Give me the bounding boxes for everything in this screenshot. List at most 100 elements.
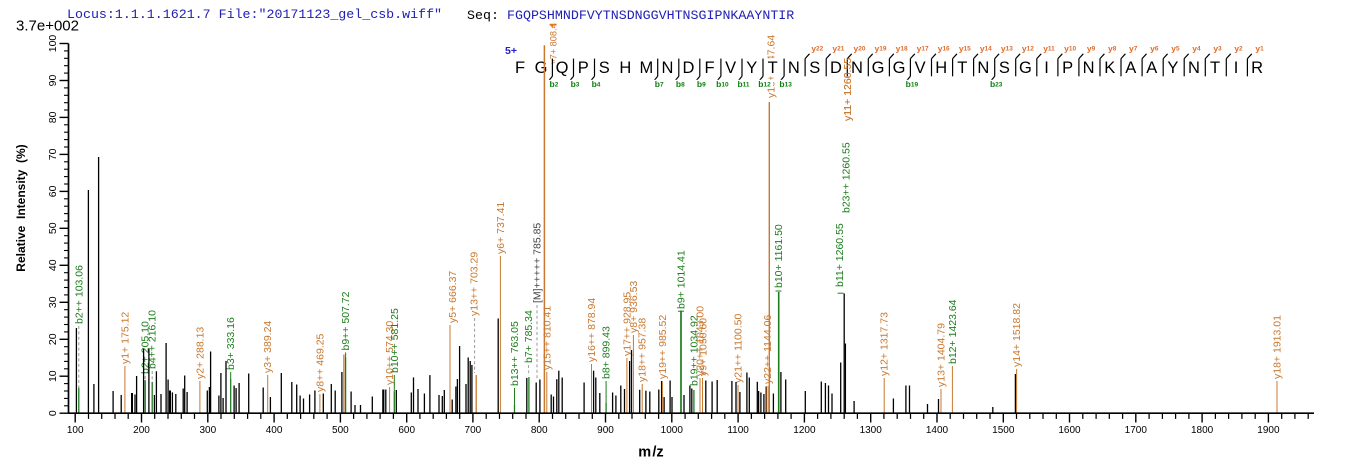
svg-text:b10+ 1161.50: b10+ 1161.50	[773, 224, 785, 288]
svg-text:N: N	[977, 59, 989, 77]
svg-text:1800: 1800	[1191, 425, 1214, 436]
svg-text:b4: b4	[592, 79, 601, 89]
svg-text:400: 400	[266, 425, 283, 436]
svg-text:b19++ 1034.92: b19++ 1034.92	[689, 315, 701, 386]
svg-text:y13++ 703.29: y13++ 703.29	[468, 252, 480, 316]
svg-text:y14+ 1518.82: y14+ 1518.82	[1011, 303, 1023, 367]
svg-text:F: F	[704, 59, 714, 77]
svg-text:40: 40	[47, 259, 59, 271]
svg-text:y19: y19	[875, 44, 887, 54]
svg-text:FGQPSHMNDFVYTNSDNGGVHTNSGIPNKA: FGQPSHMNDFVYTNSDNGGVHTNSGIPNKAAYNTIR	[507, 8, 794, 23]
svg-text:T: T	[768, 59, 778, 77]
svg-text:y13+ 1404.79: y13+ 1404.79	[936, 323, 948, 387]
svg-text:G: G	[893, 59, 906, 77]
svg-text:N: N	[1083, 59, 1095, 77]
svg-text:y3: y3	[1213, 44, 1222, 54]
svg-text:b9+ 1014.41: b9+ 1014.41	[676, 250, 688, 309]
svg-text:G: G	[1019, 59, 1032, 77]
svg-text:b3+ 333.16: b3+ 333.16	[225, 317, 237, 370]
svg-text:y22: y22	[811, 44, 823, 54]
svg-text:800: 800	[531, 425, 548, 436]
svg-text:y9: y9	[1087, 44, 1096, 54]
svg-text:N: N	[788, 59, 800, 77]
svg-text:y18: y18	[896, 44, 908, 54]
svg-text:y12+ 1317.73: y12+ 1317.73	[879, 312, 891, 376]
svg-text:100: 100	[47, 35, 59, 53]
svg-text:y1: y1	[1255, 44, 1264, 54]
svg-text:1900: 1900	[1257, 425, 1280, 436]
svg-text:P: P	[578, 59, 589, 77]
svg-text:1000: 1000	[661, 425, 684, 436]
svg-text:H: H	[619, 59, 631, 77]
svg-text:y14: y14	[980, 44, 992, 54]
svg-text:y15: y15	[959, 44, 971, 54]
svg-text:y8+ 936.53: y8+ 936.53	[628, 281, 640, 333]
svg-text:N: N	[851, 59, 863, 77]
svg-text:1100: 1100	[727, 425, 749, 436]
svg-text:b13: b13	[779, 79, 792, 89]
svg-text:1700: 1700	[1125, 425, 1148, 436]
svg-text:b12: b12	[758, 79, 771, 89]
svg-text:H: H	[935, 59, 947, 77]
svg-text:300: 300	[199, 425, 216, 436]
svg-text:y7: y7	[1129, 44, 1138, 54]
svg-text:Relative Intensity (%): Relative Intensity (%)	[14, 144, 28, 271]
svg-text:1300: 1300	[860, 425, 883, 436]
svg-text:b2++ 103.06: b2++ 103.06	[73, 265, 85, 324]
svg-text:y12: y12	[1022, 44, 1034, 54]
svg-text:b8: b8	[676, 79, 685, 89]
svg-text:500: 500	[332, 425, 349, 436]
svg-text:b11+ 1260.55: b11+ 1260.55	[834, 223, 846, 287]
svg-text:y18++ 957.38: y18++ 957.38	[637, 318, 649, 382]
svg-text:A: A	[1146, 59, 1157, 77]
svg-text:b10++ 581.25: b10++ 581.25	[389, 308, 401, 373]
svg-text:Seq:: Seq:	[467, 8, 499, 23]
svg-text:90: 90	[47, 75, 59, 87]
svg-text:y22++ 1144.06: y22++ 1144.06	[762, 315, 774, 384]
svg-text:y7+ 808.4: y7+ 808.4	[549, 23, 559, 64]
svg-text:5+: 5+	[505, 45, 517, 57]
svg-text:600: 600	[398, 425, 415, 436]
svg-text:y19++ 985.52: y19++ 985.52	[657, 315, 669, 379]
svg-text:1400: 1400	[926, 425, 949, 436]
svg-text:y6+ 737.41: y6+ 737.41	[495, 202, 507, 254]
svg-text:b3: b3	[571, 79, 580, 89]
svg-text:K: K	[1104, 59, 1115, 77]
svg-text:3.7e+002: 3.7e+002	[16, 18, 79, 35]
svg-text:m /z: m /z	[638, 445, 663, 461]
svg-text:y18+ 1913.01: y18+ 1913.01	[1272, 315, 1284, 379]
svg-text:A: A	[1125, 59, 1136, 77]
svg-text:y8++ 469.25: y8++ 469.25	[314, 333, 326, 392]
svg-text:y4: y4	[1192, 44, 1201, 54]
svg-text:y8: y8	[1108, 44, 1117, 54]
svg-text:y16++ 878.94: y16++ 878.94	[586, 298, 598, 362]
svg-text:N: N	[661, 59, 673, 77]
svg-text:G: G	[535, 59, 548, 77]
svg-text:70: 70	[47, 148, 59, 160]
svg-text:Q: Q	[556, 59, 569, 77]
svg-text:200: 200	[133, 425, 150, 436]
svg-text:y2: y2	[1234, 44, 1243, 54]
svg-text:50: 50	[47, 222, 59, 234]
svg-text:b7+ 785.34: b7+ 785.34	[523, 310, 535, 363]
svg-text:S: S	[999, 59, 1010, 77]
svg-text:y17++ 928.95: y17++ 928.95	[621, 292, 633, 356]
svg-text:y5: y5	[1171, 44, 1180, 54]
svg-text:b8+ 899.43: b8+ 899.43	[601, 326, 613, 379]
svg-text:y21: y21	[832, 44, 844, 54]
svg-text:b11: b11	[737, 79, 749, 89]
svg-text:Y: Y	[746, 59, 757, 77]
svg-text:b23++ 1260.55: b23++ 1260.55	[840, 142, 852, 213]
svg-text:b12+ 1423.64: b12+ 1423.64	[947, 299, 959, 364]
svg-text:y11: y11	[1043, 44, 1055, 54]
svg-text:b9++ 507.72: b9++ 507.72	[340, 291, 352, 350]
svg-text:T: T	[1210, 59, 1220, 77]
svg-text:y9+ 1050.60: y9+ 1050.60	[698, 318, 710, 376]
svg-text:y5+ 666.37: y5+ 666.37	[447, 271, 459, 323]
svg-text:y21++ 1100.50: y21++ 1100.50	[733, 314, 745, 383]
svg-text:M: M	[640, 59, 654, 77]
svg-text:b4++ 216.10: b4++ 216.10	[147, 310, 159, 369]
svg-text:N: N	[1188, 59, 1200, 77]
svg-text:P: P	[1062, 59, 1073, 77]
svg-text:1500: 1500	[992, 425, 1015, 436]
